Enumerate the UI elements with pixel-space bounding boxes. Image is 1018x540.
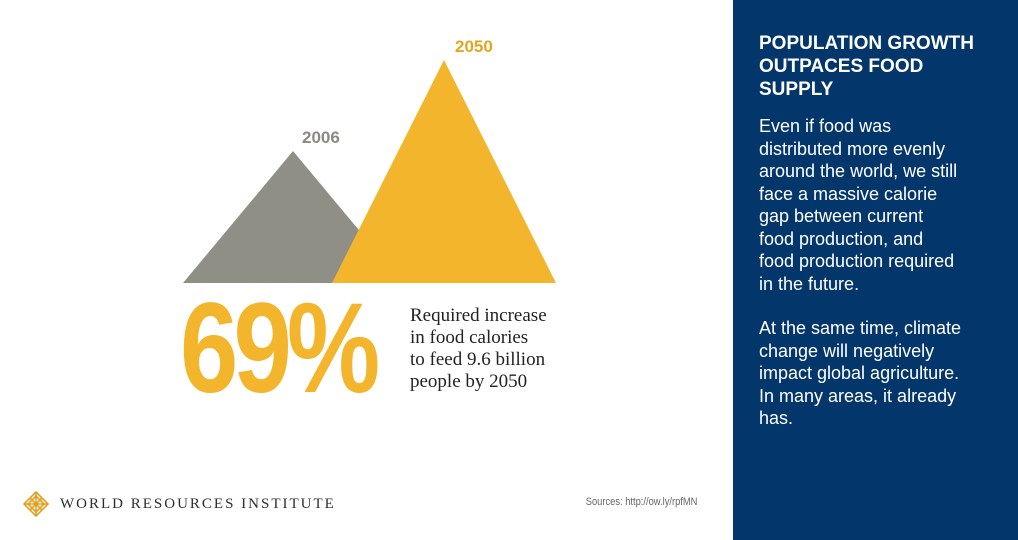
wri-logo-icon	[22, 490, 50, 518]
triangle-2006	[183, 151, 403, 283]
mountain-chart: 2006 2050	[183, 37, 556, 283]
caption-text: Required increase in food calories to fe…	[410, 305, 547, 392]
big-percent-value: 69%	[180, 277, 380, 420]
wri-logo: WORLD RESOURCES INSTITUTE	[22, 489, 336, 519]
panel-paragraph-2: At the same time, climate change will ne…	[759, 318, 962, 428]
panel-title: POPULATION GROWTH OUTPACES FOOD SUPPLY	[759, 33, 974, 100]
side-panel: POPULATION GROWTH OUTPACES FOOD SUPPLY E…	[733, 0, 1018, 540]
label-2050: 2050	[455, 37, 493, 56]
label-2006: 2006	[302, 128, 340, 147]
sources-text: Sources: http://ow.ly/rpfMN	[585, 496, 697, 508]
wri-logo-text: WORLD RESOURCES INSTITUTE	[60, 495, 336, 512]
infographic: 2006 2050 69% Required increase in food c…	[22, 37, 697, 519]
panel-paragraph-1: Even if food was distributed more evenly…	[759, 116, 958, 294]
triangle-2050	[332, 60, 556, 283]
